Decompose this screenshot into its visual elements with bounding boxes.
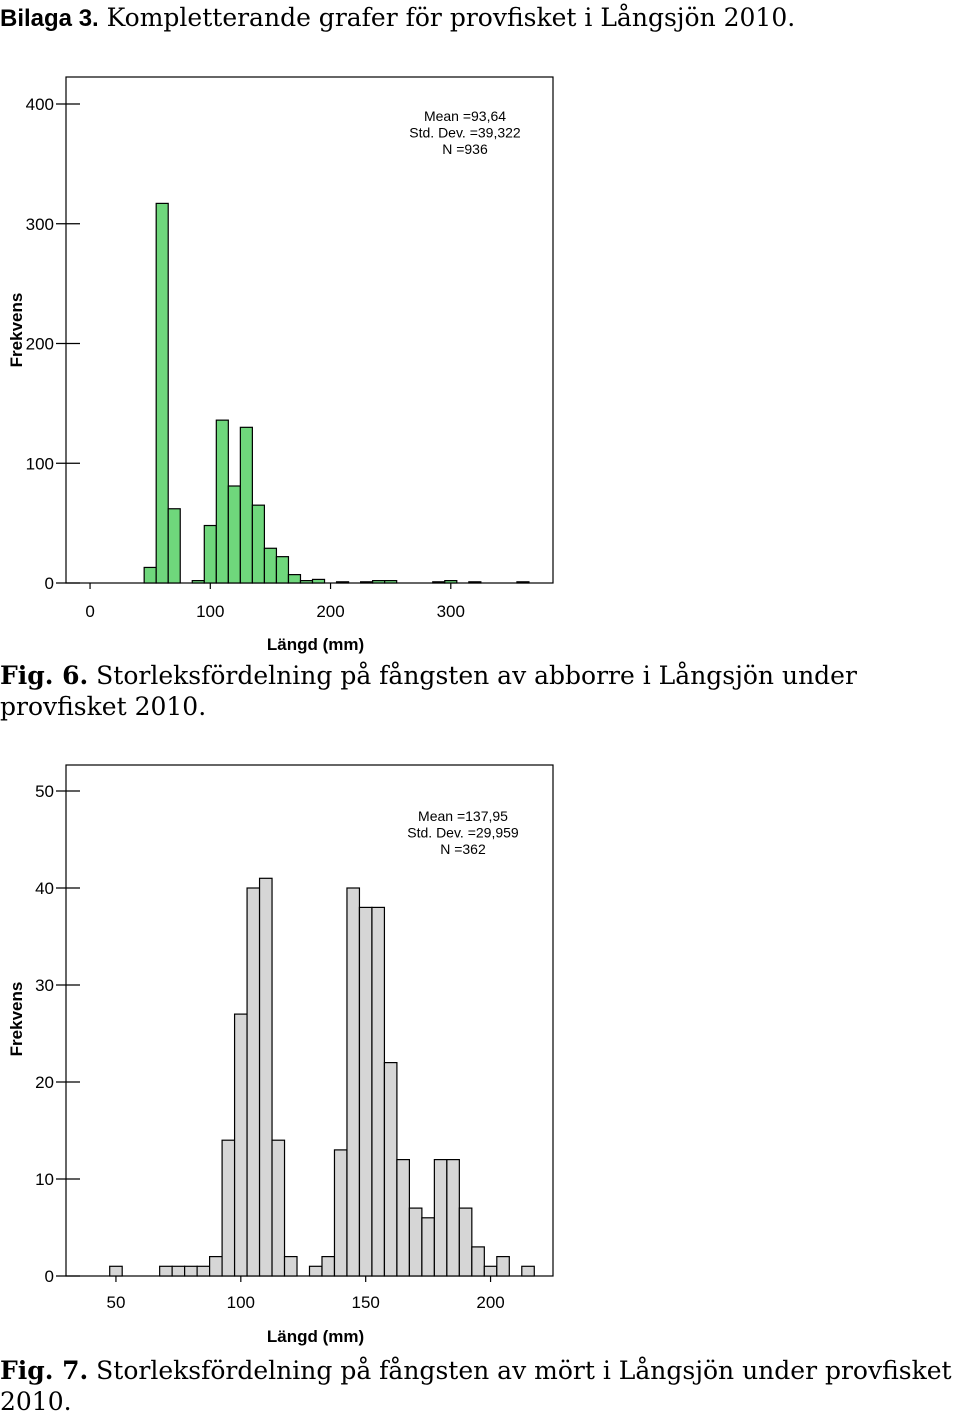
caption-text: Storleksfördelning på fångsten av mört i…	[0, 1356, 952, 1416]
histogram-bar	[384, 580, 398, 584]
x-axis-title: Längd (mm)	[267, 1327, 364, 1346]
appendix-label: Bilaga 3.	[0, 5, 99, 32]
y-tick-label: 200	[26, 335, 54, 354]
y-tick-label: 0	[45, 1267, 54, 1286]
page-heading: Bilaga 3. Kompletterande grafer för prov…	[0, 0, 795, 37]
histogram-bar	[109, 1265, 123, 1277]
y-tick-label: 100	[26, 454, 54, 473]
histogram-bar	[143, 566, 157, 584]
plot-frame	[65, 764, 554, 1277]
y-tick-label: 30	[35, 976, 54, 995]
y-tick-label: 300	[26, 215, 54, 234]
figure-caption-6: Fig. 6. Storleksfördelning på fångsten a…	[0, 660, 958, 722]
stats-annotation: Std. Dev. =39,322	[409, 125, 521, 141]
histogram-bar	[287, 574, 302, 584]
stats-annotation: N =362	[440, 841, 486, 857]
histogram-bar	[372, 580, 386, 584]
stats-annotation: Std. Dev. =29,959	[407, 825, 519, 841]
histogram-bar	[346, 887, 361, 1277]
x-tick-label: 50	[106, 1293, 125, 1312]
histogram-bar	[184, 1265, 198, 1277]
histogram-bar	[171, 1265, 186, 1277]
x-tick-label: 100	[227, 1293, 255, 1312]
histogram-bar	[311, 578, 326, 584]
histogram-bar	[191, 580, 205, 584]
histogram-bar	[308, 1265, 323, 1277]
y-tick-label: 50	[35, 782, 54, 801]
x-axis-title: Längd (mm)	[267, 635, 364, 654]
histogram-bar	[483, 1265, 498, 1277]
histogram-bar	[516, 581, 530, 584]
histogram-bar	[251, 504, 266, 584]
histogram-bar	[432, 581, 446, 584]
histogram-bar	[159, 1265, 173, 1277]
y-axis-title: Frekvens	[7, 982, 26, 1057]
plot-frame	[65, 76, 554, 584]
x-tick-label: 200	[476, 1293, 504, 1312]
histogram-bar	[496, 1255, 510, 1277]
stats-annotation: N =936	[442, 141, 488, 157]
caption-label: Fig. 6.	[0, 661, 89, 690]
histogram-bar	[468, 581, 482, 584]
histogram-bar	[335, 581, 350, 584]
histogram-bar	[446, 1159, 460, 1277]
x-tick-label: 150	[352, 1293, 380, 1312]
histogram-bar	[155, 202, 169, 584]
histogram-bar	[333, 1149, 348, 1277]
histogram-bar	[471, 1246, 485, 1277]
histogram-bar	[275, 556, 290, 584]
histogram-bar	[321, 1255, 336, 1277]
x-tick-label: 100	[196, 602, 224, 621]
histogram-bar	[239, 426, 253, 584]
histogram-bar	[258, 877, 273, 1277]
histogram-bar	[203, 524, 217, 584]
y-tick-label: 0	[45, 574, 54, 593]
histogram-bar	[421, 1217, 435, 1277]
histogram-bar	[283, 1255, 298, 1277]
histogram-bar	[167, 508, 181, 584]
histogram-bar	[299, 580, 314, 584]
stats-annotation: Mean =137,95	[418, 808, 508, 824]
x-tick-label: 300	[437, 602, 465, 621]
x-tick-label: 200	[316, 602, 344, 621]
histogram-bar	[246, 887, 261, 1277]
histogram-bar	[433, 1159, 448, 1277]
histogram-bar	[209, 1255, 223, 1277]
histogram-bar	[383, 1062, 398, 1277]
caption-label: Fig. 7.	[0, 1356, 89, 1385]
histogram-bar	[521, 1265, 535, 1277]
appendix-title: Kompletterande grafer för provfisket i L…	[98, 3, 796, 32]
stats-annotation: Mean =93,64	[424, 108, 506, 124]
histogram-bar	[396, 1159, 410, 1277]
histogram-bar	[263, 547, 278, 584]
histogram-bar	[221, 1139, 236, 1277]
histogram-bar	[358, 906, 373, 1277]
y-tick-label: 40	[35, 879, 54, 898]
histogram-mort: 0 10 20 30 40 50 50 100 150 200 Längd (mm) Frekvens…	[7, 764, 554, 1346]
histogram-bar	[444, 580, 458, 584]
y-axis-title: Frekvens	[7, 293, 26, 368]
y-tick-label: 400	[26, 95, 54, 114]
histogram-bar	[215, 419, 229, 584]
histogram-bar	[233, 1013, 248, 1277]
histogram-abborre: 0 100 200 300 400 0 100 200 300 Längd (mm) Frekven…	[7, 76, 554, 654]
histogram-bar	[371, 906, 386, 1277]
histogram-bar	[458, 1207, 473, 1277]
x-tick-label: 0	[85, 602, 94, 621]
histogram-bar	[227, 485, 241, 584]
histogram-bar	[408, 1207, 423, 1277]
y-tick-label: 20	[35, 1073, 54, 1092]
y-tick-label: 10	[35, 1170, 54, 1189]
histogram-bar	[196, 1265, 211, 1277]
figure-caption-7: Fig. 7. Storleksfördelning på fångsten a…	[0, 1355, 958, 1417]
caption-text: Storleksfördelning på fångsten av abborr…	[0, 661, 857, 721]
histogram-bar	[271, 1139, 286, 1277]
histogram-bar	[360, 581, 374, 584]
